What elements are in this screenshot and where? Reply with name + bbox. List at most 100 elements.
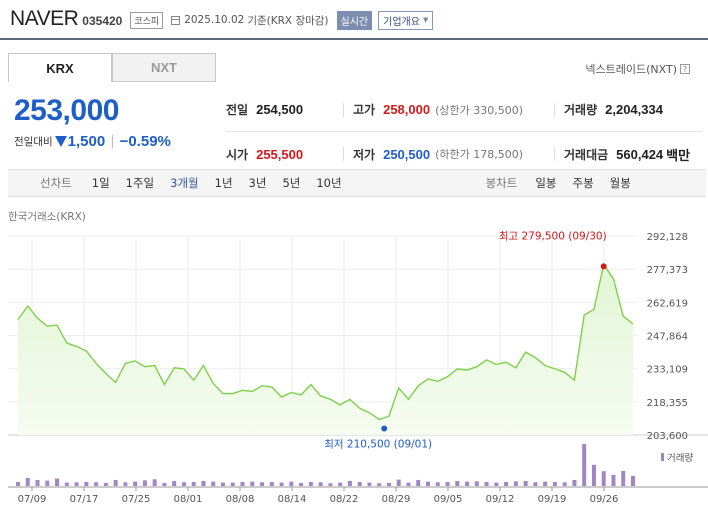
down-arrow-icon bbox=[54, 136, 67, 147]
volume-bar bbox=[181, 482, 186, 486]
stat-label: 고가 bbox=[353, 103, 376, 117]
period-1w[interactable]: 1주일 bbox=[125, 176, 155, 190]
stats-row-1: 전일 254,500 고가 258,000 (상한가 330,500) 거래량 … bbox=[226, 88, 702, 132]
volume-bar bbox=[133, 481, 138, 486]
stat-open: 시가 255,500 bbox=[226, 146, 334, 163]
volume-bar bbox=[279, 482, 284, 486]
company-info-label: 기업개요 bbox=[383, 16, 420, 28]
x-tick-label: 07/25 bbox=[122, 494, 151, 505]
volume-bar bbox=[221, 482, 225, 486]
high-marker bbox=[600, 263, 607, 270]
price-chart-svg: 292,128 277,373 262,619 247,864 233,109 218,3… bbox=[8, 230, 708, 505]
candle-monthly[interactable]: 월봉 bbox=[609, 176, 631, 190]
x-tick-label: 08/08 bbox=[226, 494, 255, 505]
volume-bar bbox=[543, 481, 548, 486]
period-10y[interactable]: 10년 bbox=[316, 176, 342, 190]
period-1d[interactable]: 1일 bbox=[91, 176, 110, 190]
volume-bar bbox=[357, 481, 362, 486]
volume-bar bbox=[269, 481, 274, 486]
high-annotation: 최고 279,500 (09/30) bbox=[499, 230, 607, 242]
volume-bar bbox=[103, 482, 108, 486]
stat-value: 560,424 bbox=[616, 146, 664, 162]
divider bbox=[343, 147, 344, 161]
stat-label: 거래량 bbox=[564, 103, 598, 117]
tab-nxt[interactable]: NXT bbox=[112, 53, 216, 82]
volume-bar bbox=[191, 481, 196, 486]
stat-value: 2,204,334 bbox=[605, 102, 663, 117]
line-chart-label: 선차트 bbox=[40, 176, 72, 190]
price-chart[interactable]: 292,128 277,373 262,619 247,864 233,109 218,3… bbox=[0, 228, 708, 524]
y-tick-label: 277,373 bbox=[647, 265, 688, 276]
x-tick-label: 07/17 bbox=[70, 494, 99, 505]
lower-limit: (하한가 178,500) bbox=[435, 148, 524, 161]
stat-value: 254,500 bbox=[256, 102, 304, 117]
change-separator: | bbox=[110, 134, 115, 149]
volume-bar bbox=[113, 479, 118, 486]
volume-bar bbox=[289, 481, 294, 486]
realtime-button[interactable]: 실시간 bbox=[336, 10, 373, 30]
period-3y[interactable]: 3년 bbox=[248, 176, 267, 190]
volume-bar bbox=[631, 475, 635, 486]
volume-bar bbox=[396, 479, 401, 486]
current-price: 253,000 bbox=[14, 94, 119, 127]
divider bbox=[554, 102, 555, 117]
change-label: 전일대비 bbox=[14, 136, 53, 148]
volume-bar bbox=[64, 482, 69, 486]
stat-unit: 백만 bbox=[666, 147, 691, 163]
stat-label: 거래대금 bbox=[564, 147, 609, 162]
volume-bar bbox=[55, 478, 60, 486]
volume-bar bbox=[611, 474, 616, 486]
y-tick-label: 233,109 bbox=[647, 365, 688, 376]
volume-bar bbox=[513, 481, 518, 486]
period-5y[interactable]: 5년 bbox=[282, 176, 301, 190]
calendar-icon bbox=[171, 15, 181, 25]
volume-bar bbox=[435, 482, 440, 486]
volume-bar bbox=[45, 480, 50, 486]
stat-low: 저가 250,500 (하한가 178,500) bbox=[353, 146, 545, 163]
volume-bar bbox=[474, 481, 479, 486]
market-badge: 코스피 bbox=[130, 11, 164, 29]
volume-bar bbox=[445, 481, 450, 486]
stat-value: 258,000 bbox=[383, 102, 431, 117]
price-change: 전일대비 1,500 | −0.59% bbox=[14, 133, 171, 150]
period-3m[interactable]: 3개월 bbox=[170, 176, 199, 190]
volume-bar bbox=[426, 481, 430, 486]
volume-bar bbox=[230, 482, 235, 486]
company-name: NAVER bbox=[10, 7, 79, 30]
stat-prev-close: 전일 254,500 bbox=[226, 101, 334, 118]
volume-bar bbox=[591, 464, 596, 486]
help-icon[interactable]: ? bbox=[680, 64, 690, 74]
stat-label: 시가 bbox=[226, 147, 249, 162]
volume-bar bbox=[240, 481, 245, 486]
x-tick-label: 08/22 bbox=[330, 494, 359, 505]
stats-row-2: 시가 255,500 저가 250,500 (하한가 178,500) 거래대금… bbox=[226, 132, 702, 176]
candle-daily[interactable]: 일봉 bbox=[535, 176, 557, 190]
stat-value: 255,500 bbox=[256, 146, 304, 162]
volume-bar bbox=[308, 481, 313, 486]
volume-bar bbox=[367, 482, 372, 486]
x-tick-label: 09/12 bbox=[486, 494, 515, 505]
trade-basis: 기준(KRX 장마감) bbox=[247, 14, 329, 27]
volume-bar bbox=[416, 479, 421, 486]
volume-bar bbox=[152, 479, 157, 486]
candle-weekly[interactable]: 주봉 bbox=[572, 176, 594, 190]
chevron-down-icon: ▼ bbox=[422, 16, 429, 24]
volume-bar bbox=[552, 481, 557, 486]
volume-bar bbox=[74, 482, 79, 486]
volume-bar bbox=[35, 479, 40, 486]
volume-bar bbox=[562, 482, 567, 486]
volume-bar bbox=[377, 483, 382, 486]
tab-krx[interactable]: KRX bbox=[8, 53, 112, 82]
volume-bar bbox=[16, 481, 20, 486]
low-annotation: 최저 210,500 (09/01) bbox=[324, 438, 432, 450]
stat-high: 고가 258,000 (상한가 330,500) bbox=[353, 101, 545, 118]
period-bar: 선차트 1일 1주일 3개월 1년 3년 5년 10년 봉차트 일봉 주봉 월봉 bbox=[8, 169, 706, 197]
y-tick-label: 218,355 bbox=[647, 398, 688, 409]
period-1y[interactable]: 1년 bbox=[214, 176, 233, 190]
volume-bar bbox=[582, 444, 587, 486]
volume-bar bbox=[504, 481, 509, 486]
nextrade-link[interactable]: 넥스트레이드(NXT) ? bbox=[585, 61, 690, 77]
company-info-button[interactable]: 기업개요 ▼ bbox=[378, 10, 434, 30]
volume-bar bbox=[172, 480, 177, 486]
volume-legend-swatch bbox=[661, 453, 664, 461]
